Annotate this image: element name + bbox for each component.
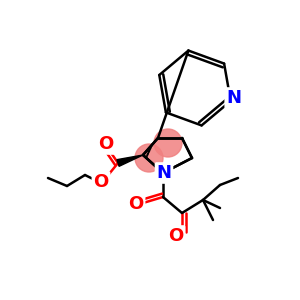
Polygon shape bbox=[117, 155, 143, 166]
Text: O: O bbox=[98, 135, 114, 153]
Circle shape bbox=[154, 129, 182, 157]
Text: O: O bbox=[168, 227, 184, 245]
Circle shape bbox=[135, 144, 163, 172]
Text: N: N bbox=[157, 164, 172, 182]
Text: O: O bbox=[128, 195, 144, 213]
Text: N: N bbox=[226, 89, 241, 107]
Text: O: O bbox=[93, 173, 109, 191]
